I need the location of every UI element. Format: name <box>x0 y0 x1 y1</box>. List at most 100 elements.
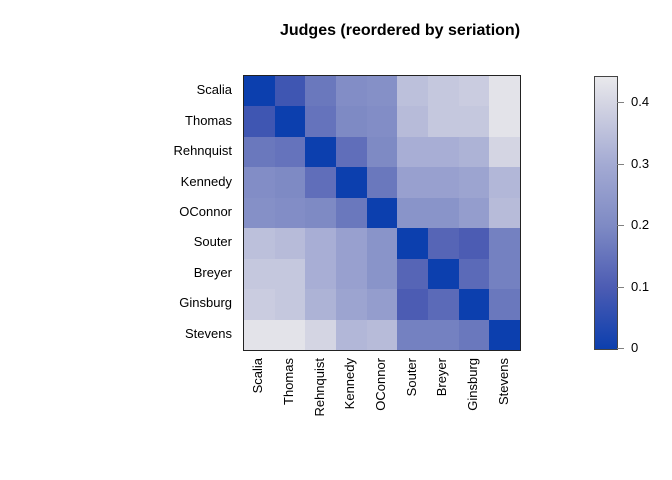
heatmap-cell <box>335 167 367 198</box>
heatmap-cell <box>274 197 306 229</box>
heatmap-cell <box>427 319 459 350</box>
heatmap-cell <box>427 197 459 229</box>
legend-tick-mark <box>617 225 624 226</box>
heatmap-cell <box>489 289 520 320</box>
column-label-oconnor: OConnor <box>373 358 388 411</box>
heatmap-cell <box>397 258 428 290</box>
column-label-scalia: Scalia <box>250 358 265 394</box>
heatmap-cell <box>244 136 275 168</box>
heatmap-cell <box>305 319 336 350</box>
heatmap-cell <box>274 289 306 320</box>
column-label-thomas: Thomas <box>281 358 296 405</box>
heatmap-cell <box>305 106 336 137</box>
heatmap-cell <box>458 106 490 137</box>
heatmap-cell <box>366 106 398 137</box>
heatmap-cell <box>489 76 520 107</box>
legend-tick-mark <box>617 102 624 103</box>
heatmap-grid <box>243 75 521 351</box>
heatmap-cell <box>244 76 275 107</box>
heatmap-cell <box>244 258 275 290</box>
legend-tick-label: 0.2 <box>631 217 650 232</box>
heatmap-cell <box>335 228 367 259</box>
heatmap-cell <box>274 136 306 168</box>
heatmap-cell <box>458 228 490 259</box>
heatmap-cell <box>366 228 398 259</box>
heatmap-cell <box>335 319 367 350</box>
heatmap-cell <box>274 319 306 350</box>
heatmap-cell <box>305 228 336 259</box>
heatmap-cell <box>305 258 336 290</box>
heatmap-cell <box>335 258 367 290</box>
heatmap-cell <box>244 319 275 350</box>
heatmap-cell <box>274 167 306 198</box>
heatmap-cell <box>427 106 459 137</box>
heatmap-cell <box>366 167 398 198</box>
heatmap-cell <box>397 228 428 259</box>
heatmap-cell <box>397 136 428 168</box>
heatmap-cell <box>427 167 459 198</box>
heatmap-cell <box>335 76 367 107</box>
heatmap-cell <box>397 197 428 229</box>
heatmap-cell <box>489 167 520 198</box>
heatmap-cell <box>427 76 459 107</box>
heatmap-cell <box>458 167 490 198</box>
row-label-rehnquist: Rehnquist <box>173 143 232 158</box>
heatmap-cell <box>274 76 306 107</box>
row-label-stevens: Stevens <box>185 326 232 341</box>
row-label-oconnor: OConnor <box>179 204 232 219</box>
heatmap-cell <box>489 106 520 137</box>
legend-tick-label: 0.4 <box>631 94 650 109</box>
heatmap-cell <box>244 228 275 259</box>
heatmap-cell <box>458 197 490 229</box>
legend-tick-label: 0.3 <box>631 156 650 171</box>
heatmap-cell <box>244 106 275 137</box>
column-label-stevens: Stevens <box>496 358 511 405</box>
legend-tick-mark <box>617 164 624 165</box>
heatmap-cell <box>427 136 459 168</box>
column-label-rehnquist: Rehnquist <box>312 358 327 417</box>
heatmap-cell <box>458 258 490 290</box>
heatmap-cell <box>305 136 336 168</box>
heatmap-cell <box>366 136 398 168</box>
heatmap-cell <box>335 289 367 320</box>
heatmap-cell <box>458 319 490 350</box>
heatmap-cell <box>274 106 306 137</box>
heatmap-cell <box>335 136 367 168</box>
row-label-kennedy: Kennedy <box>180 174 232 189</box>
heatmap-cell <box>274 258 306 290</box>
row-label-breyer: Breyer <box>193 265 232 280</box>
row-label-thomas: Thomas <box>185 113 232 128</box>
chart-title: Judges (reordered by seriation) <box>279 22 521 39</box>
column-label-kennedy: Kennedy <box>342 358 357 410</box>
heatmap-cell <box>244 167 275 198</box>
heatmap-cell <box>244 197 275 229</box>
heatmap-cell <box>397 106 428 137</box>
heatmap-cell <box>366 197 398 229</box>
row-label-scalia: Scalia <box>196 82 232 97</box>
heatmap-cell <box>489 319 520 350</box>
heatmap-cell <box>397 319 428 350</box>
heatmap-cell <box>244 289 275 320</box>
heatmap-cell <box>489 258 520 290</box>
legend-tick-mark <box>617 287 624 288</box>
row-label-ginsburg: Ginsburg <box>179 295 232 310</box>
heatmap-cell <box>427 228 459 259</box>
heatmap-cell <box>489 136 520 168</box>
heatmap-cell <box>489 228 520 259</box>
heatmap-cell <box>427 258 459 290</box>
heatmap-cell <box>427 289 459 320</box>
heatmap-cell <box>305 167 336 198</box>
legend-tick-mark <box>617 348 624 349</box>
heatmap-cell <box>397 167 428 198</box>
column-label-breyer: Breyer <box>434 358 449 397</box>
legend-gradient-bar <box>594 76 618 350</box>
heatmap-cell <box>335 106 367 137</box>
heatmap-cell <box>305 197 336 229</box>
column-label-ginsburg: Ginsburg <box>465 358 480 411</box>
column-label-souter: Souter <box>404 358 419 397</box>
heatmap-cell <box>305 289 336 320</box>
row-label-souter: Souter <box>193 234 232 249</box>
heatmap-cell <box>458 76 490 107</box>
heatmap-cell <box>366 289 398 320</box>
